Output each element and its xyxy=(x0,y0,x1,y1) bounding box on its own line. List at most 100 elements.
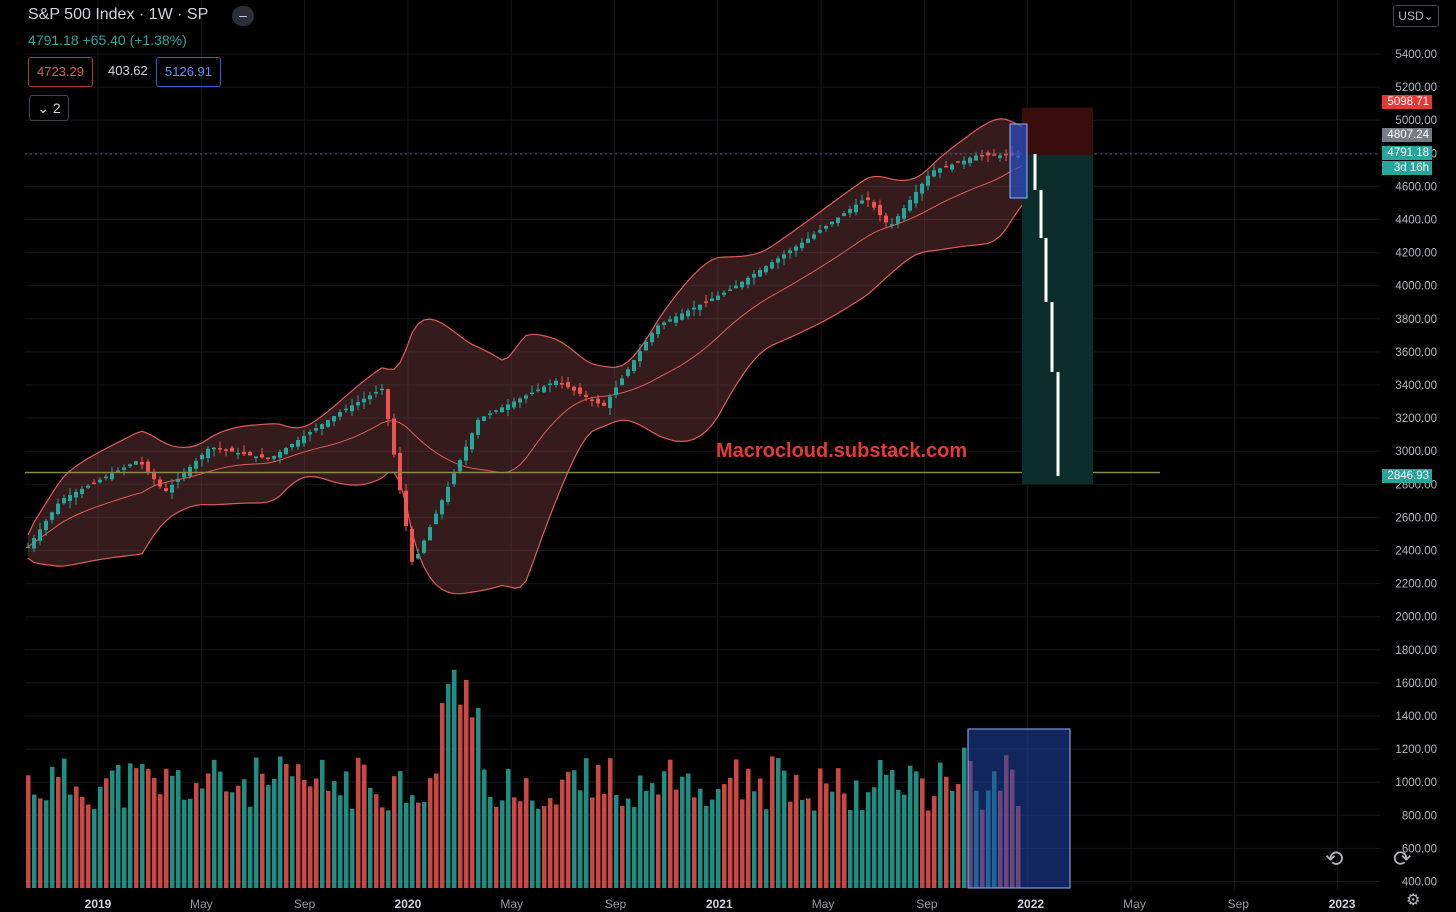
volume-bar xyxy=(410,795,415,888)
candle-body xyxy=(122,467,126,470)
volume-bar xyxy=(908,765,913,888)
candle-body xyxy=(776,258,780,263)
volume-bar xyxy=(848,810,853,888)
stop-price-tag: 5098.71 xyxy=(1382,95,1432,109)
volume-bar xyxy=(530,800,535,888)
volume-bar xyxy=(326,790,331,888)
gear-icon[interactable]: ⚙ xyxy=(1406,892,1421,909)
bb-upper-value: 5126.91 xyxy=(156,57,221,87)
volume-bar xyxy=(236,785,241,888)
volume-bar xyxy=(110,770,115,888)
projection-candle xyxy=(1033,154,1037,190)
volume-bar xyxy=(380,807,385,888)
candle-body xyxy=(98,479,102,483)
candle-body xyxy=(458,460,462,472)
candle-body xyxy=(794,246,798,251)
candle-body xyxy=(872,202,876,208)
candle-body xyxy=(584,394,588,397)
candle-body xyxy=(740,281,744,288)
candle-body xyxy=(668,319,672,322)
volume-bar xyxy=(458,704,463,888)
price-axis-label: 2600.00 xyxy=(1395,512,1437,524)
price-axis-label: 4400.00 xyxy=(1395,215,1437,227)
candle-body xyxy=(866,197,870,201)
volume-bar xyxy=(284,763,289,888)
candle-body xyxy=(248,452,252,456)
time-axis-label: May xyxy=(1123,897,1146,911)
volume-bar xyxy=(962,747,967,888)
candle-body xyxy=(992,154,996,156)
candle-body xyxy=(386,389,390,419)
volume-bar xyxy=(662,771,667,888)
currency-select[interactable]: USD⌄ xyxy=(1393,5,1439,27)
volume-bar xyxy=(218,771,223,888)
undo-icon[interactable]: ⟲ xyxy=(1325,846,1344,871)
volume-bar xyxy=(92,808,97,888)
volume-bar xyxy=(650,783,655,888)
volume-bar xyxy=(782,770,787,888)
symbol-title[interactable]: S&P 500 Index · 1W · SP xyxy=(28,6,209,23)
price-axis-label: 2400.00 xyxy=(1395,546,1437,558)
candle-body xyxy=(164,488,168,491)
candle-body xyxy=(884,215,888,223)
indicator-toggle[interactable]: ⌄ 2 xyxy=(29,95,69,121)
time-axis-label: May xyxy=(190,897,213,911)
volume-bar xyxy=(116,764,121,888)
volume-bar xyxy=(494,806,499,888)
candle-body xyxy=(476,419,480,435)
candle-body xyxy=(134,461,138,465)
candle-body xyxy=(554,380,558,386)
projection-candle xyxy=(1039,190,1043,238)
volume-bar xyxy=(134,768,139,888)
price-axis-label: 3600.00 xyxy=(1395,347,1437,359)
volume-bar xyxy=(308,786,313,888)
volume-bar xyxy=(794,774,799,888)
volume-bar xyxy=(896,789,901,888)
volume-bar xyxy=(620,805,625,888)
candle-body xyxy=(764,266,768,273)
volume-bar xyxy=(374,794,379,888)
volume-bar xyxy=(608,758,613,888)
time-axis-label: May xyxy=(812,897,835,911)
volume-bar xyxy=(296,764,301,888)
candle-body xyxy=(224,449,228,451)
candle-body xyxy=(404,490,408,527)
candle-body xyxy=(188,466,192,477)
candle-body xyxy=(746,277,750,285)
redo-icon[interactable]: ⟳ xyxy=(1393,846,1412,871)
candle-body xyxy=(44,520,48,531)
volume-bar xyxy=(260,773,265,888)
volume-bar xyxy=(158,794,163,888)
volume-bar xyxy=(764,809,769,888)
candle-body xyxy=(722,292,726,295)
volume-bar xyxy=(266,785,271,888)
candle-body xyxy=(926,175,930,186)
candle-body xyxy=(932,170,936,177)
candle-body xyxy=(338,412,342,417)
volume-bar xyxy=(434,773,439,888)
candle-body xyxy=(26,546,30,549)
candle-body xyxy=(56,503,60,515)
target-price-tag: 2846.93 xyxy=(1382,469,1432,483)
candle-body xyxy=(830,221,834,225)
volume-bar xyxy=(80,796,85,888)
candle-body xyxy=(716,295,720,300)
volume-bar xyxy=(416,802,421,888)
bollinger-band-fill xyxy=(28,118,1024,594)
candle-body xyxy=(602,402,606,406)
time-axis-label: 2022 xyxy=(1017,897,1044,911)
candle-body xyxy=(356,402,360,406)
candle-body xyxy=(974,155,978,161)
volume-bar xyxy=(602,794,607,888)
candle-body xyxy=(782,254,786,259)
time-axis-label: 2021 xyxy=(706,897,733,911)
volume-bar xyxy=(584,758,589,888)
candle-body xyxy=(896,216,900,224)
price-axis-label: 3800.00 xyxy=(1395,314,1437,326)
candle-body xyxy=(212,447,216,450)
bollinger-lower-line xyxy=(27,202,1025,595)
volume-bar xyxy=(362,764,367,888)
minus-icon[interactable]: – xyxy=(232,6,254,26)
candle-body xyxy=(68,494,72,502)
